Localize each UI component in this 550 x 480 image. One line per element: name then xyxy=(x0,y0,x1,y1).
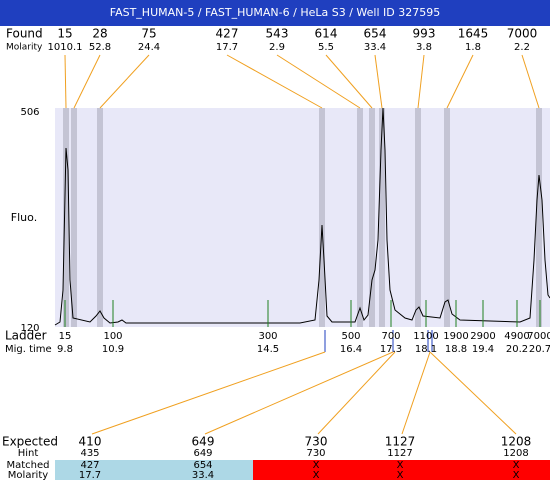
ladder-size: 300 xyxy=(258,331,277,342)
peak-band xyxy=(379,108,385,327)
ladder-time: 14.5 xyxy=(257,344,279,355)
expected-molarity: X xyxy=(397,470,404,480)
peak-link xyxy=(64,54,67,109)
expected-expected: 730 xyxy=(305,435,328,449)
ladder-size: 15 xyxy=(59,331,72,342)
found-molarity: 1.8 xyxy=(465,42,481,53)
expected-expected: 649 xyxy=(192,435,215,449)
expected-hint: 730 xyxy=(306,448,325,459)
ladder-time: 10.9 xyxy=(102,344,124,355)
ladder-size: 500 xyxy=(341,331,360,342)
trace xyxy=(54,107,550,326)
peak-link xyxy=(99,54,150,109)
found-size: 543 xyxy=(266,27,289,41)
plot-area xyxy=(55,108,550,327)
found-size: 993 xyxy=(413,27,436,41)
ladder-size: 1900 xyxy=(443,331,468,342)
peak-band xyxy=(71,108,77,327)
ladder-size: 100 xyxy=(103,331,122,342)
row-label: Molarity xyxy=(8,470,48,480)
match-lines xyxy=(91,351,517,435)
ladder-time: 16.4 xyxy=(340,344,362,355)
found-molarity: 24.4 xyxy=(138,42,160,53)
peak-band xyxy=(536,108,542,327)
ladder-size: 4900 xyxy=(504,331,529,342)
found-size: 75 xyxy=(141,27,156,41)
ladder-time: 18.1 xyxy=(415,344,437,355)
found-molarity: 1010.1 xyxy=(48,42,83,53)
title-bar xyxy=(0,0,550,26)
ladder-time: 20.7 xyxy=(529,344,550,355)
found-size: 7000 xyxy=(507,27,538,41)
found-size: 28 xyxy=(92,27,107,41)
ladder-time: 18.8 xyxy=(445,344,467,355)
found-molarity: 33.4 xyxy=(364,42,386,53)
peak-link xyxy=(226,54,323,109)
ladder-time: 17.3 xyxy=(380,344,402,355)
peak-link xyxy=(374,54,383,109)
found-size: 1645 xyxy=(458,27,489,41)
y-axis-label: Fluo. xyxy=(11,211,37,224)
unmatched-bg xyxy=(253,460,550,480)
row-label: Expected xyxy=(2,435,58,449)
found-size: 654 xyxy=(364,27,387,41)
peak-band xyxy=(97,108,103,327)
peak-link xyxy=(325,54,373,109)
expected-matched: X xyxy=(513,460,520,471)
found-molarity: 5.5 xyxy=(318,42,334,53)
mig-time-label: Mig. time xyxy=(5,344,52,355)
found-size: 427 xyxy=(216,27,239,41)
expected-hint: 1208 xyxy=(503,448,528,459)
peak-link xyxy=(521,54,540,109)
expected-expected: 1127 xyxy=(385,435,416,449)
expected-hint: 649 xyxy=(193,448,212,459)
found-molarity: 52.8 xyxy=(89,42,111,53)
ladder-size: 7000 xyxy=(527,331,550,342)
peak-link xyxy=(446,54,474,109)
expected-expected: 1208 xyxy=(501,435,532,449)
peak-link xyxy=(73,54,101,109)
expected-molarity: X xyxy=(513,470,520,480)
expected-matched: 654 xyxy=(193,460,212,471)
peak-band xyxy=(415,108,421,327)
expected-molarity: X xyxy=(313,470,320,480)
ladder-time: 9.8 xyxy=(57,344,73,355)
peak-link xyxy=(417,54,425,109)
row-label: Hint xyxy=(18,448,39,459)
expected-matched: X xyxy=(313,460,320,471)
expected-molarity: 33.4 xyxy=(192,470,214,480)
ladder-size: 2900 xyxy=(470,331,495,342)
peak-band xyxy=(63,108,69,327)
peak-band xyxy=(444,108,450,327)
peak-band xyxy=(357,108,363,327)
found-molarity: 17.7 xyxy=(216,42,238,53)
expected-matched: 427 xyxy=(80,460,99,471)
matched-bg xyxy=(55,460,253,480)
found-molarity: 2.9 xyxy=(269,42,285,53)
expected-matched: X xyxy=(397,460,404,471)
found-molarity: 3.8 xyxy=(416,42,432,53)
ladder-size: 1100 xyxy=(413,331,438,342)
found-label: Found xyxy=(6,27,43,41)
expected-hint: 1127 xyxy=(387,448,412,459)
row-label: Matched xyxy=(6,460,49,471)
expected-molarity: 17.7 xyxy=(79,470,101,480)
ladder-time: 19.4 xyxy=(472,344,494,355)
title: FAST_HUMAN-5 / FAST_HUMAN-6 / HeLa S3 / … xyxy=(110,6,440,19)
expected-hint: 435 xyxy=(80,448,99,459)
expected-expected: 410 xyxy=(79,435,102,449)
found-size: 15 xyxy=(57,27,72,41)
ladder-label: Ladder xyxy=(5,329,47,343)
ladder-time: 20.2 xyxy=(506,344,528,355)
found-molarity: 2.2 xyxy=(514,42,530,53)
peak-band xyxy=(319,108,325,327)
ladder-size: 700 xyxy=(381,331,400,342)
y-max-label: 506 xyxy=(20,107,39,118)
y-min-label: 120 xyxy=(20,323,39,334)
found-size: 614 xyxy=(315,27,338,41)
peak-band xyxy=(369,108,375,327)
molarity-label: Molarity xyxy=(6,43,43,53)
peak-link xyxy=(276,54,361,109)
